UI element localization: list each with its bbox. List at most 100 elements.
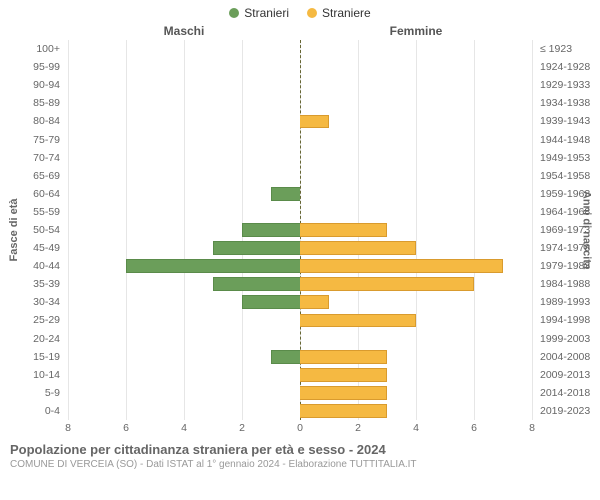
birth-year-label: 1994-1998 [540,315,592,326]
male-bar [213,241,300,255]
pyramid-row [68,167,532,185]
pyramid-row [68,402,532,420]
female-half [300,402,532,420]
female-half [300,76,532,94]
male-half [68,275,300,293]
age-label: 65-69 [8,170,60,181]
female-half [300,94,532,112]
x-tick-label: 6 [123,422,129,434]
y-axis-left: 100+95-9990-9485-8980-8475-7970-7465-696… [8,40,64,420]
male-half [68,149,300,167]
female-bar [300,277,474,291]
male-half [68,257,300,275]
x-tick-label: 8 [529,422,535,434]
male-half [68,58,300,76]
x-tick-label: 4 [413,422,419,434]
male-half [68,311,300,329]
x-tick-label: 4 [181,422,187,434]
birth-year-label: 2019-2023 [540,406,592,417]
male-bar [271,187,300,201]
female-half [300,40,532,58]
birth-year-label: 1969-1973 [540,225,592,236]
birth-year-label: 1959-1963 [540,189,592,200]
female-half [300,221,532,239]
pyramid-row [68,40,532,58]
bars-container [68,40,532,420]
male-half [68,384,300,402]
female-half [300,58,532,76]
x-tick-label: 6 [471,422,477,434]
age-label: 35-39 [8,279,60,290]
female-half [300,257,532,275]
males-title: Maschi [8,24,300,38]
female-half [300,366,532,384]
birth-year-label: 2014-2018 [540,388,592,399]
pyramid-row [68,130,532,148]
male-bar [126,259,300,273]
pyramid-row [68,384,532,402]
age-label: 70-74 [8,152,60,163]
age-label: 85-89 [8,98,60,109]
pyramid-row [68,58,532,76]
birth-year-label: 1984-1988 [540,279,592,290]
female-bar [300,295,329,309]
legend-male: Stranieri [229,6,289,20]
male-half [68,167,300,185]
legend-female-label: Straniere [322,6,371,20]
female-half [300,112,532,130]
pyramid-row [68,257,532,275]
birth-year-label: 1974-1978 [540,243,592,254]
x-tick-label: 2 [239,422,245,434]
birth-year-label: 1944-1948 [540,134,592,145]
female-bar [300,350,387,364]
pyramid-row [68,366,532,384]
pyramid-row [68,311,532,329]
age-label: 25-29 [8,315,60,326]
legend-male-swatch [229,8,239,18]
age-label: 10-14 [8,370,60,381]
age-label: 45-49 [8,243,60,254]
birth-year-label: 1934-1938 [540,98,592,109]
age-label: 95-99 [8,62,60,73]
age-label: 0-4 [8,406,60,417]
x-tick-label: 0 [297,422,303,434]
male-half [68,185,300,203]
female-half [300,185,532,203]
birth-year-label: 1979-1983 [540,261,592,272]
female-bar [300,368,387,382]
birth-year-label: 1954-1958 [540,170,592,181]
male-half [68,348,300,366]
female-bar [300,386,387,400]
age-label: 30-34 [8,297,60,308]
age-label: 20-24 [8,333,60,344]
male-half [68,366,300,384]
male-bar [213,277,300,291]
male-half [68,112,300,130]
pyramid-row [68,239,532,257]
female-half [300,275,532,293]
birth-year-label: 1929-1933 [540,80,592,91]
pyramid-row [68,330,532,348]
male-half [68,221,300,239]
birth-year-label: 1924-1928 [540,62,592,73]
male-bar [242,223,300,237]
pyramid-row [68,275,532,293]
population-pyramid: Stranieri Straniere Maschi Femmine Fasce… [0,0,600,500]
female-bar [300,314,416,328]
age-label: 80-84 [8,116,60,127]
chart-subtitle: COMUNE DI VERCEIA (SO) - Dati ISTAT al 1… [10,459,590,470]
female-half [300,130,532,148]
female-half [300,330,532,348]
male-bar [271,350,300,364]
female-bar [300,241,416,255]
male-half [68,130,300,148]
age-label: 100+ [8,44,60,55]
pyramid-row [68,94,532,112]
pyramid-row [68,112,532,130]
age-label: 50-54 [8,225,60,236]
legend: Stranieri Straniere [8,6,592,20]
male-half [68,94,300,112]
age-label: 15-19 [8,351,60,362]
x-axis: 864202468 [68,422,532,436]
pyramid-row [68,203,532,221]
